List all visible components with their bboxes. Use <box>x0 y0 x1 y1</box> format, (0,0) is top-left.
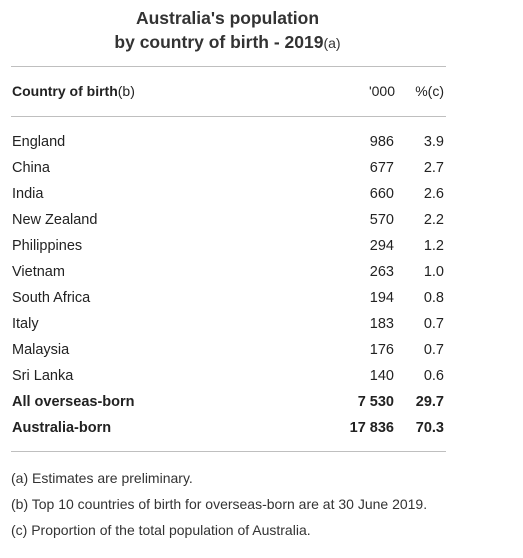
row-country: Philippines <box>12 238 83 254</box>
footnote-c: (c) Proportion of the total population o… <box>11 522 311 538</box>
table-header: Country of birth(b) '000 %(c) <box>11 83 446 103</box>
table-row: India 660 2.6 <box>11 181 446 207</box>
row-count: 17 836 <box>349 420 394 436</box>
row-country: England <box>12 134 66 150</box>
footnote-a: (a) Estimates are preliminary. <box>11 470 193 486</box>
total-row-australia-born: Australia-born 17 836 70.3 <box>11 415 446 441</box>
table-row: China 677 2.7 <box>11 155 446 181</box>
header-country-label: Country of birth <box>12 83 118 99</box>
row-country: China <box>12 160 50 176</box>
title-line-2-text: by country of birth - 2019 <box>114 32 324 52</box>
row-percent: 2.6 <box>423 186 444 202</box>
title-footnote-marker: (a) <box>323 35 341 51</box>
row-percent: 0.7 <box>423 342 444 358</box>
bottom-divider <box>11 451 446 452</box>
row-count: 294 <box>369 238 394 254</box>
header-percent: %(c) <box>415 83 444 99</box>
footnotes: (a) Estimates are preliminary. (b) Top 1… <box>11 465 427 543</box>
row-country: Australia-born <box>12 420 112 436</box>
table-body: England 986 3.9 China 677 2.7 India 660 … <box>11 129 446 441</box>
row-percent: 0.6 <box>423 368 444 384</box>
row-country: Italy <box>12 316 39 332</box>
top-divider <box>11 66 446 67</box>
row-count: 570 <box>369 212 394 228</box>
row-country: All overseas-born <box>12 394 135 410</box>
row-count: 176 <box>369 342 394 358</box>
table-row: South Africa 194 0.8 <box>11 285 446 311</box>
row-count: 263 <box>369 264 394 280</box>
row-count: 7 530 <box>357 394 394 410</box>
row-country: Sri Lanka <box>12 368 74 384</box>
row-count: 183 <box>369 316 394 332</box>
row-percent: 29.7 <box>415 394 444 410</box>
header-country: Country of birth(b) <box>12 83 135 99</box>
row-count: 194 <box>369 290 394 306</box>
row-count: 660 <box>369 186 394 202</box>
header-count: '000 <box>368 83 395 99</box>
row-percent: 3.9 <box>423 134 444 150</box>
table-row: Sri Lanka 140 0.6 <box>11 363 446 389</box>
title-line-1: Australia's population <box>135 8 320 28</box>
row-country: New Zealand <box>12 212 98 228</box>
row-country: Malaysia <box>12 342 70 358</box>
row-percent: 70.3 <box>415 420 444 436</box>
footnote-b: (b) Top 10 countries of birth for overse… <box>11 496 428 512</box>
row-count: 986 <box>369 134 394 150</box>
table-row: Italy 183 0.7 <box>11 311 446 337</box>
table-row: Malaysia 176 0.7 <box>11 337 446 363</box>
header-country-footnote: (b) <box>117 83 135 99</box>
table-row: England 986 3.9 <box>11 129 446 155</box>
row-country: Vietnam <box>12 264 65 280</box>
header-divider <box>11 116 446 117</box>
title-line-2: by country of birth - 2019(a) <box>0 30 455 55</box>
table-row: Philippines 294 1.2 <box>11 233 446 259</box>
row-percent: 0.7 <box>423 316 444 332</box>
row-percent: 0.8 <box>423 290 444 306</box>
row-percent: 2.7 <box>423 160 444 176</box>
row-count: 140 <box>369 368 394 384</box>
row-country: South Africa <box>12 290 91 306</box>
row-count: 677 <box>369 160 394 176</box>
page-title: Australia's population by country of bir… <box>0 6 455 55</box>
row-percent: 1.0 <box>423 264 444 280</box>
table-row: New Zealand 570 2.2 <box>11 207 446 233</box>
row-percent: 1.2 <box>423 238 444 254</box>
row-country: India <box>12 186 44 202</box>
row-percent: 2.2 <box>423 212 444 228</box>
table-row: Vietnam 263 1.0 <box>11 259 446 285</box>
total-row-overseas-born: All overseas-born 7 530 29.7 <box>11 389 446 415</box>
